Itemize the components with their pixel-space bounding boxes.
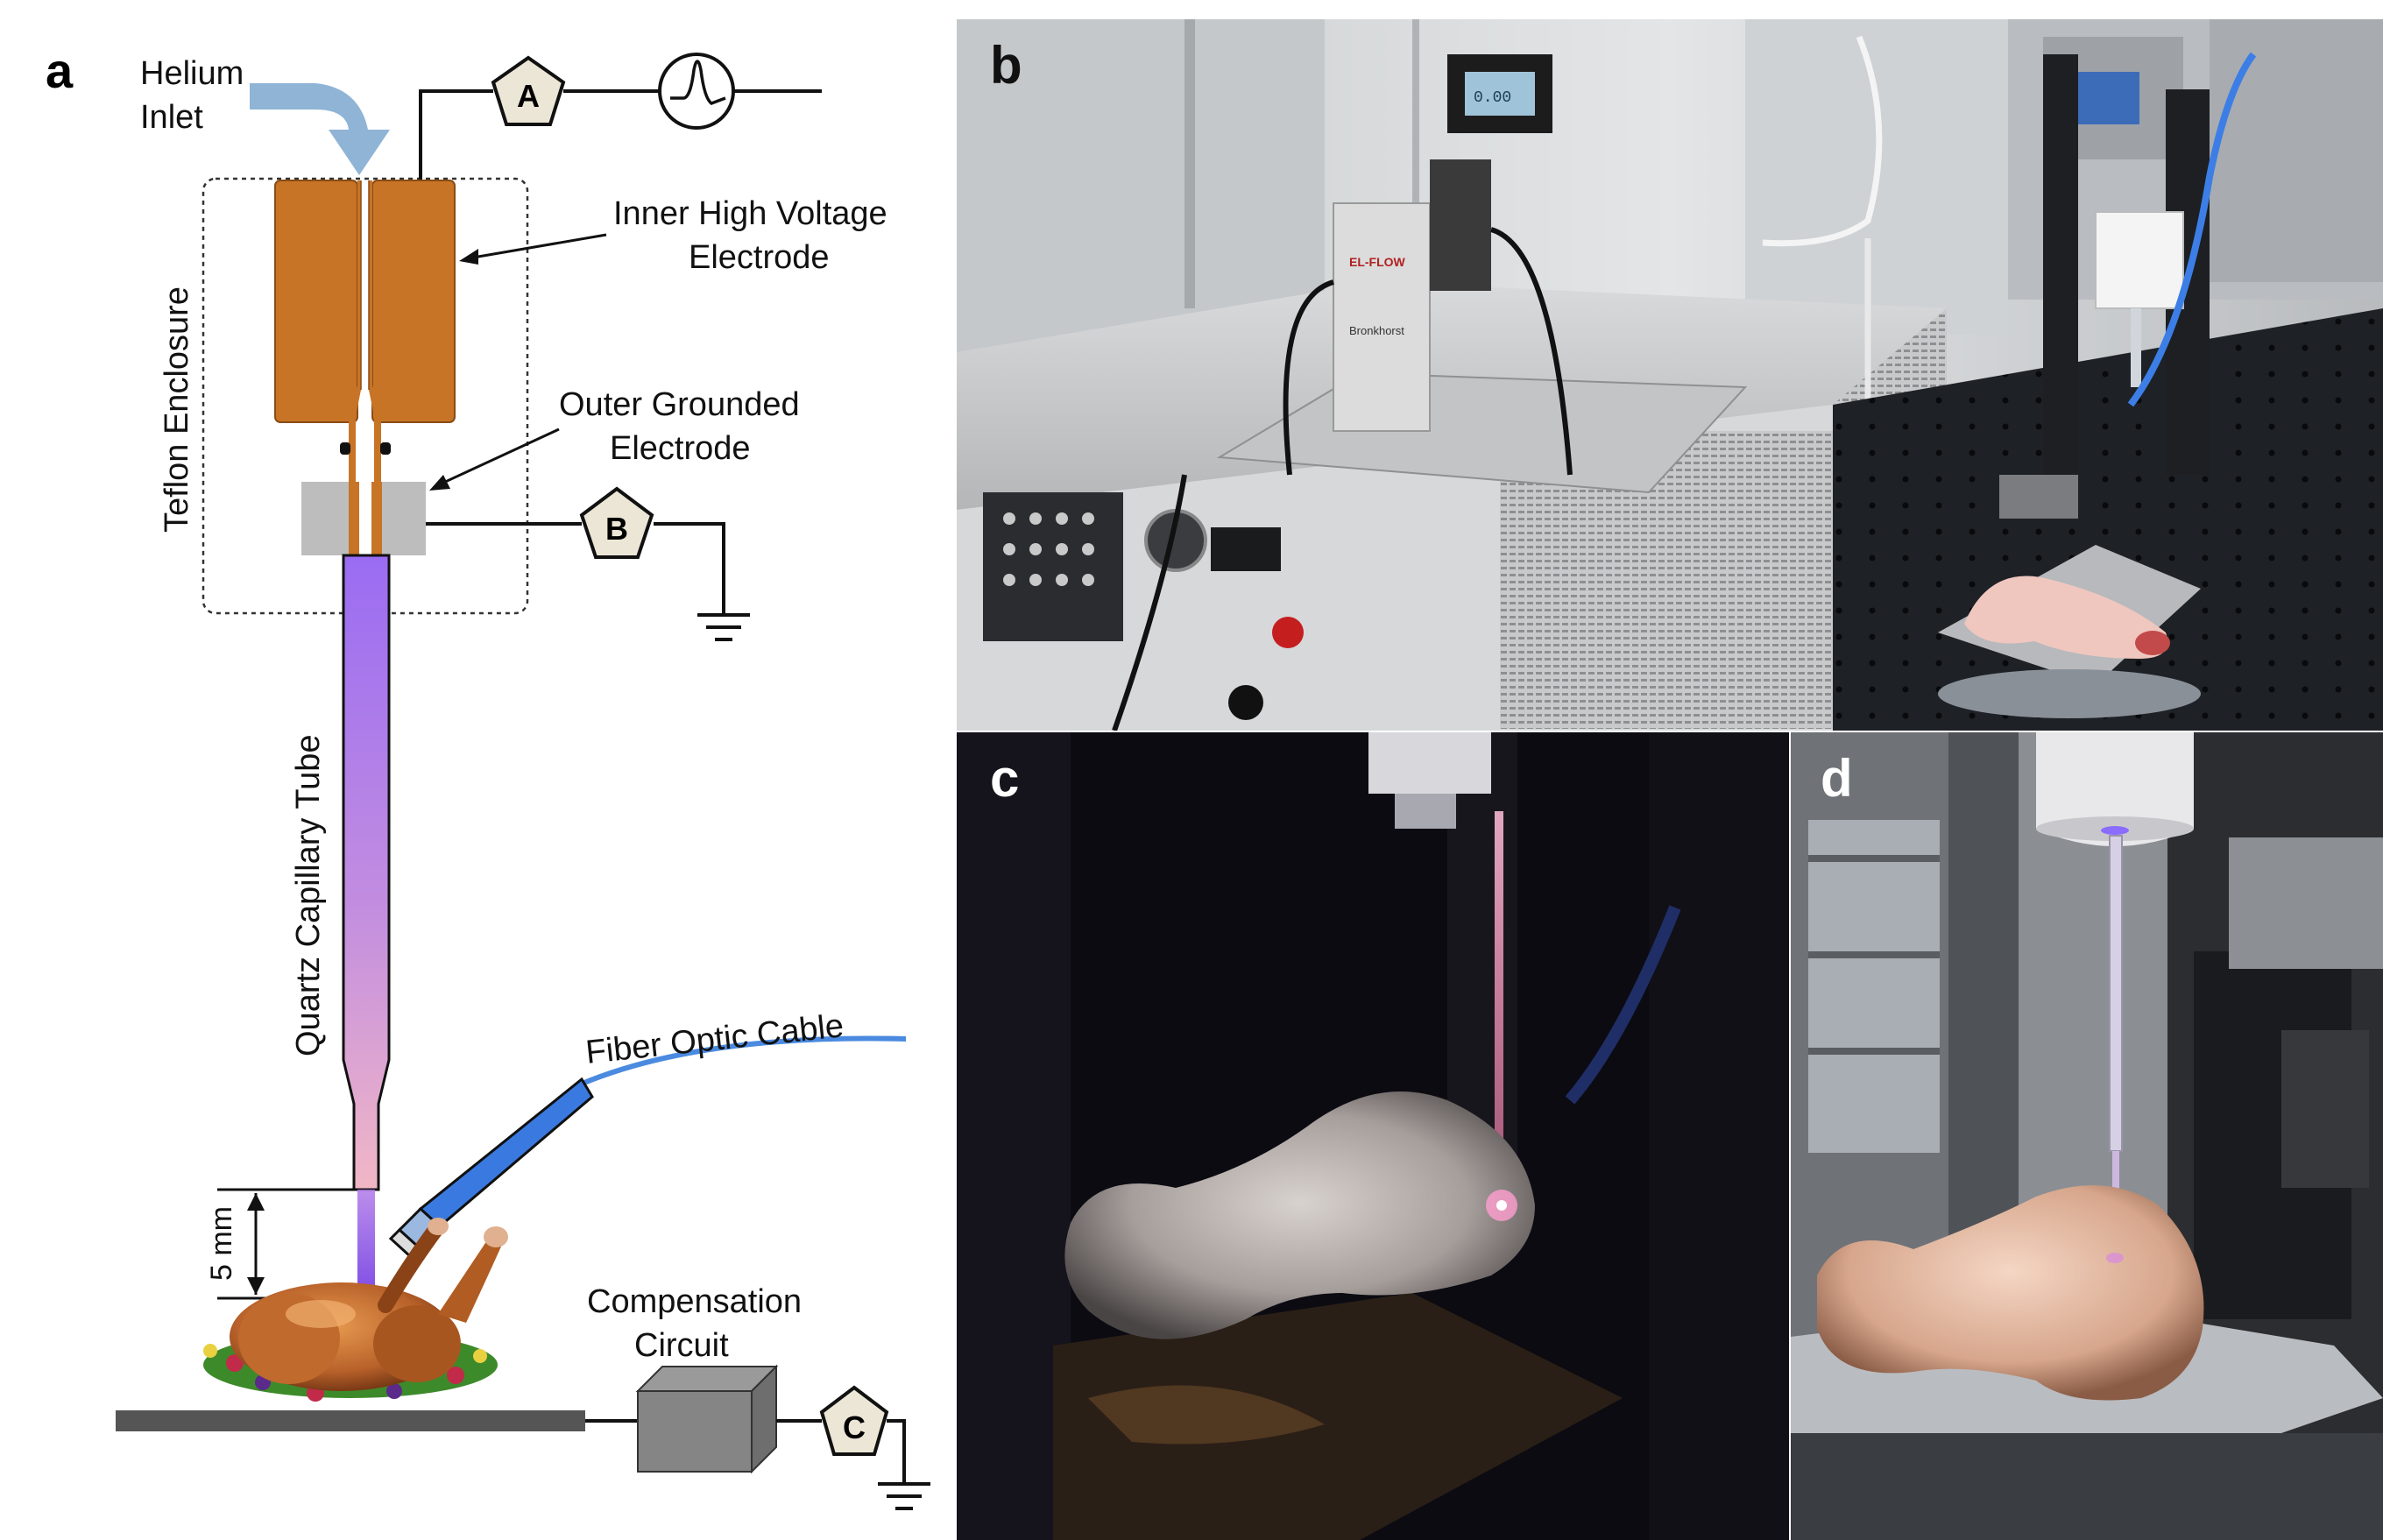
probe-a-label: A [517, 78, 540, 114]
inner-electrode-label-1: Inner High Voltage [613, 195, 887, 232]
gap-label: 5 mm [205, 1206, 238, 1281]
schematic-panel: a Helium Inlet Teflon Enclosure A [46, 43, 930, 1510]
quartz-capillary-tube [342, 554, 391, 1191]
compensation-label-1: Compensation [587, 1283, 802, 1320]
inner-electrode-label-2: Electrode [689, 239, 830, 276]
helium-inlet-label-1: Helium [140, 55, 244, 92]
quartz-tube-label: Quartz Capillary Tube [290, 735, 327, 1057]
compensation-circuit-box [635, 1364, 779, 1474]
outer-electrode-label-2: Electrode [610, 430, 751, 467]
outer-electrode-label-1: Outer Grounded [559, 386, 800, 423]
flow-display-reading: 0.00 [1474, 89, 1511, 107]
inner-hv-electrode [274, 180, 456, 552]
ground-symbol-c [878, 1482, 930, 1510]
capillary-tube-d [2109, 835, 2123, 1152]
inner-electrode-leader [459, 233, 607, 265]
outer-electrode-leader [429, 427, 560, 491]
probe-a-icon: A [491, 55, 566, 126]
panel-letter-d: d [1821, 749, 1853, 808]
probe-b-label: B [605, 511, 628, 547]
fiber-optic-label: Fiber Optic Cable [584, 1007, 845, 1071]
probe-b-icon: B [579, 486, 654, 559]
flow-meter-brand: Bronkhorst [1349, 324, 1404, 337]
photo-c-plasma-dark: c [957, 732, 1789, 1540]
teflon-enclosure-label: Teflon Enclosure [159, 286, 195, 533]
helium-inlet-label-2: Inlet [140, 99, 203, 136]
probe-c-icon: C [819, 1385, 889, 1456]
panel-letter-b: b [990, 36, 1022, 95]
helium-inlet-arrow [250, 83, 390, 175]
panel-letter-c: c [990, 749, 1020, 808]
plasma-jet [357, 1190, 375, 1293]
panel-letter-a: a [46, 43, 74, 98]
plasma-beam-c [1495, 811, 1503, 1205]
photo-d-plasma-lit: d [1791, 732, 2383, 1540]
photo-b-lab-setup: EL-FLOW Bronkhorst 0.00 b [957, 19, 2383, 731]
fiber-optic-cable [578, 1035, 907, 1087]
flow-meter-model: EL-FLOW [1349, 255, 1406, 269]
waveform-generator-icon [658, 53, 735, 130]
ground-plate [116, 1410, 585, 1431]
compensation-label-2: Circuit [634, 1327, 729, 1364]
hv-wire [419, 89, 493, 180]
probe-c-label: C [843, 1409, 866, 1445]
ground-symbol-b [697, 613, 750, 641]
turkey-sample-icon [203, 1218, 508, 1402]
